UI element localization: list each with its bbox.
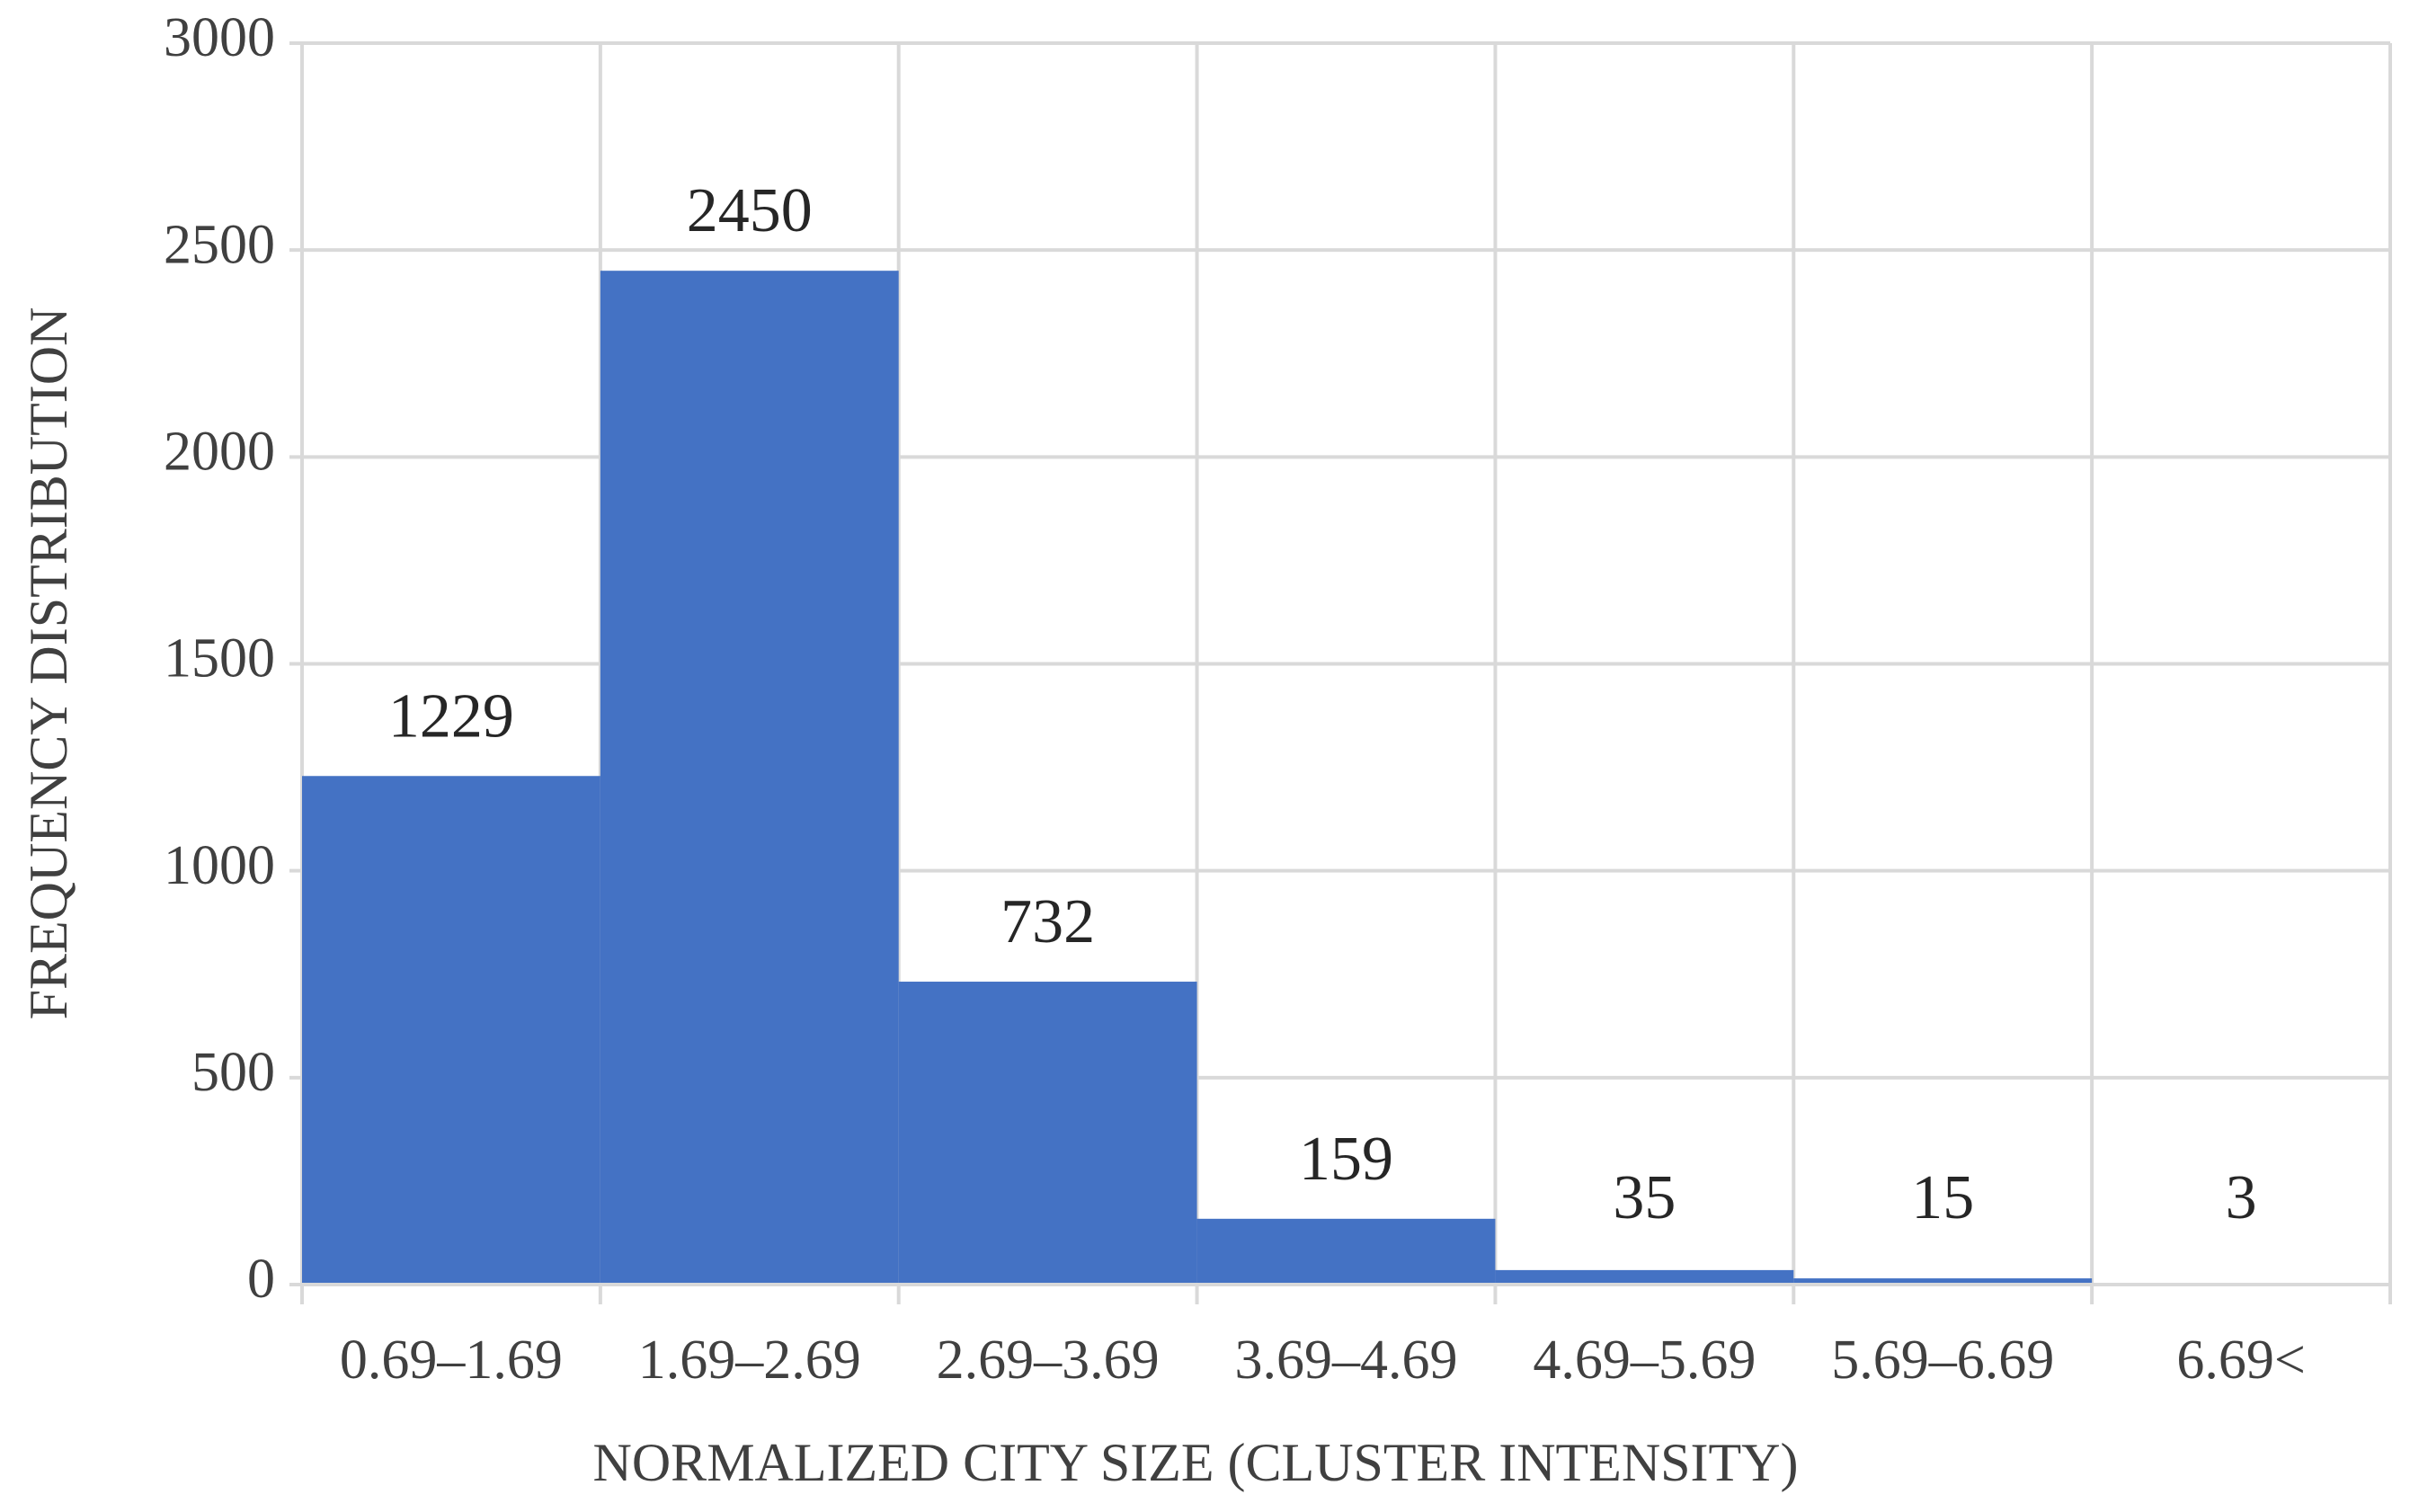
bar [1793,1278,2093,1285]
y-tick-label: 500 [191,1042,275,1103]
x-tick-label: 1.69–2.69 [638,1330,861,1391]
x-tick-label: 0.69–1.69 [340,1330,563,1391]
y-tick-label: 0 [247,1249,275,1310]
y-tick-label: 2000 [164,422,275,483]
data-label: 1229 [388,681,514,751]
x-tick-label: 3.69–4.69 [1235,1330,1458,1391]
data-label: 2450 [687,176,813,245]
bar [302,776,600,1285]
x-tick-label: 2.69–3.69 [937,1330,1160,1391]
bar [898,982,1197,1285]
data-label: 732 [1000,887,1095,956]
data-label: 3 [2226,1163,2257,1232]
y-tick-label: 2500 [164,214,275,275]
y-tick-label: 1500 [164,628,275,689]
data-label: 15 [1911,1163,1974,1232]
data-label: 35 [1613,1163,1676,1232]
x-axis-title: NORMALIZED CITY SIZE (CLUSTER INTENSITY) [593,1433,1799,1492]
y-tick-label: 1000 [164,835,275,896]
y-axis-title: FREQUENCY DISTRIBUTION [19,307,78,1020]
x-tick-label: 5.69–6.69 [1831,1330,2054,1391]
data-label: 159 [1299,1125,1393,1194]
x-tick-label: 6.69< [2176,1330,2305,1391]
x-tick-label: 4.69–5.69 [1533,1330,1756,1391]
y-tick-label: 3000 [164,7,275,68]
bar [600,271,899,1285]
bar [1196,1218,1496,1285]
bar [1495,1269,1794,1285]
